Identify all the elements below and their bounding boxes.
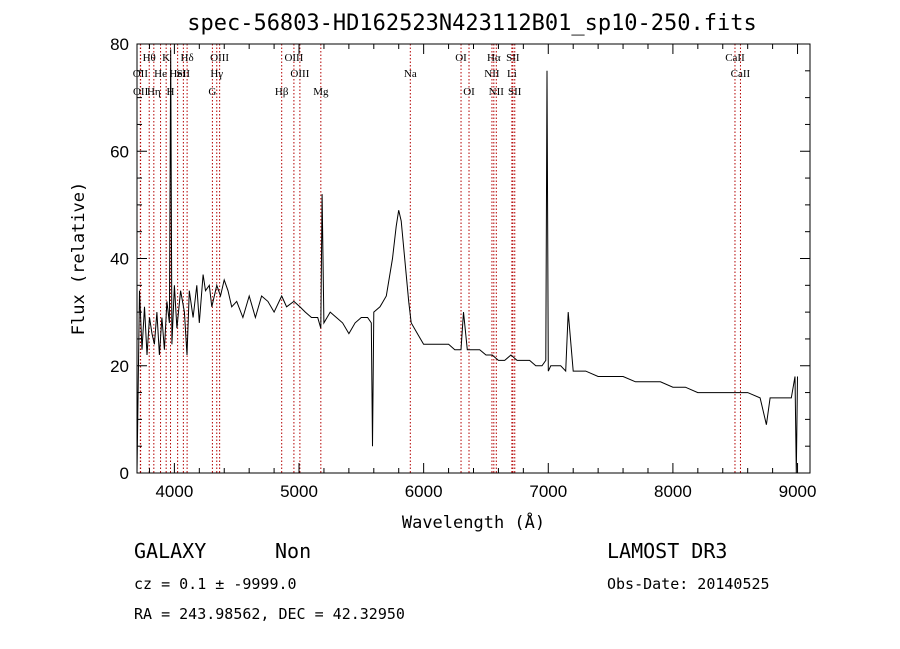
x-tick-label: 7000 <box>529 482 567 501</box>
observation-date: Obs-Date: 20140525 <box>607 575 770 593</box>
line-marker-label: OII <box>133 68 149 80</box>
y-tick-label: 0 <box>120 464 129 483</box>
line-marker-label: Li <box>507 68 517 80</box>
line-marker-label: G <box>208 86 216 98</box>
line-marker-label: Mg <box>313 86 329 98</box>
line-marker-label: Hθ <box>143 52 156 64</box>
line-marker-label: He <box>154 68 167 80</box>
line-marker-label: SII <box>177 68 191 80</box>
axis-tick-group: 4000 5000 6000 7000 8000 9000 0 20 40 60 80 <box>110 35 816 501</box>
line-marker-label: OIII <box>284 52 303 64</box>
chart-title: spec-56803-HD162523N423112B01_sp10-250.f… <box>187 11 757 36</box>
line-marker-label: K <box>162 52 170 64</box>
coordinates-readout: RA = 243.98562, DEC = 42.32950 <box>134 605 405 623</box>
plot-frame <box>136 43 811 474</box>
line-marker-label: Na <box>404 68 417 80</box>
x-tick-label: 4000 <box>155 482 193 501</box>
line-marker-label: Hα <box>487 52 501 64</box>
y-tick-label: 60 <box>110 142 129 161</box>
survey-name: LAMOST DR3 <box>607 539 727 563</box>
y-tick-label: 20 <box>110 357 129 376</box>
x-tick-label: 6000 <box>405 482 443 501</box>
x-tick-label: 5000 <box>280 482 318 501</box>
line-marker-label: SII <box>506 52 520 64</box>
object-subclass: Non <box>275 539 311 563</box>
line-marker-label: Hδ <box>181 52 194 64</box>
line-marker-label: OIII <box>290 68 309 80</box>
line-marker-label: CaII <box>725 52 745 64</box>
line-marker-label: Hγ <box>210 68 223 80</box>
line-marker-label: Hη <box>147 86 161 98</box>
y-tick-label: 80 <box>110 35 129 54</box>
line-marker-label: OI <box>455 52 467 64</box>
line-marker-label: HeI <box>169 68 186 80</box>
x-tick-label: 9000 <box>779 482 817 501</box>
line-marker-label: CaII <box>731 68 751 80</box>
line-marker-label: Hβ <box>275 86 289 98</box>
object-class: GALAXY <box>134 539 206 563</box>
y-tick-label: 40 <box>110 250 129 269</box>
line-marker-label: OI <box>463 86 475 98</box>
x-tick-label: 8000 <box>654 482 692 501</box>
x-axis-label: Wavelength (Å) <box>402 511 545 533</box>
line-marker-label: NII <box>489 86 505 98</box>
y-axis-label: Flux (relative) <box>69 182 89 336</box>
spectrum-line <box>136 49 798 474</box>
redshift-readout: cz = 0.1 ± -9999.0 <box>134 575 297 593</box>
line-marker-label: OIII <box>210 52 229 64</box>
line-marker-label: NII <box>484 68 500 80</box>
line-marker-group <box>139 44 741 473</box>
line-marker-label: SII <box>508 86 522 98</box>
